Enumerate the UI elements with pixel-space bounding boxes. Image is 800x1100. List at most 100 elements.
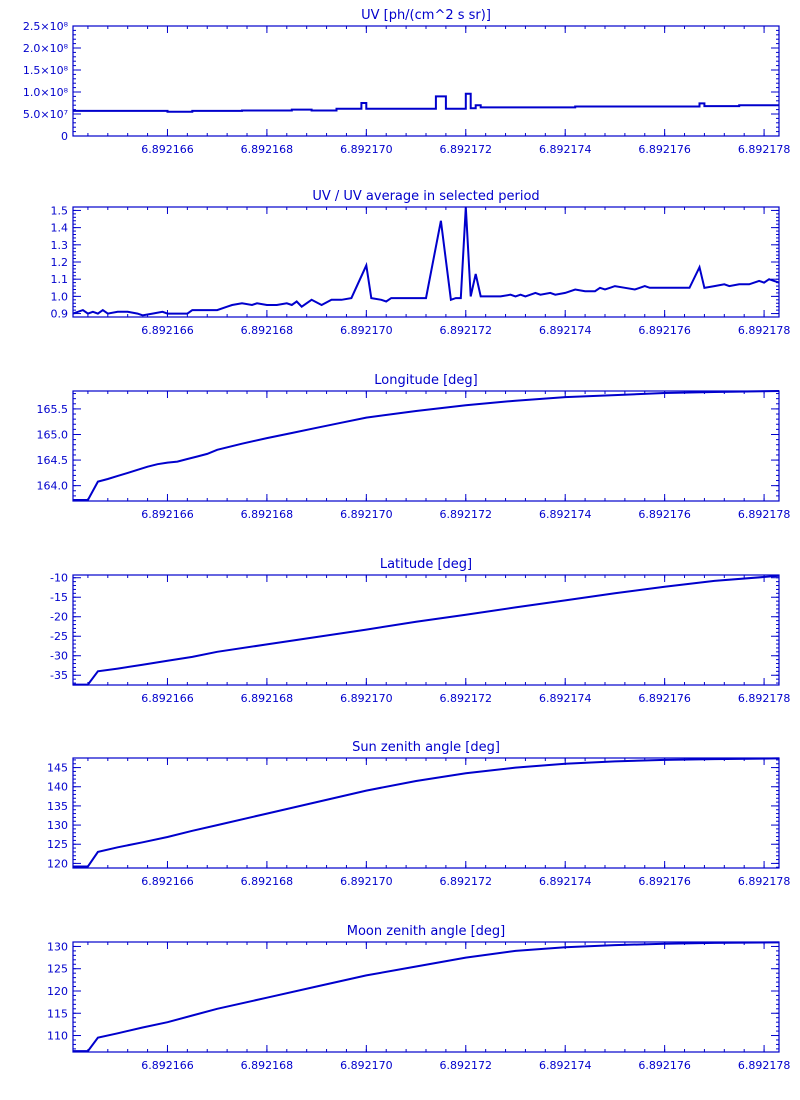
series-line [73,92,779,113]
x-tick-label: 6.892178 [738,875,791,888]
x-tick-label: 6.892168 [241,692,294,705]
y-tick-label: -25 [50,630,68,643]
x-tick-label: 6.892170 [340,875,393,888]
plot-frame [72,390,780,502]
x-tick-label: 6.892166 [141,692,194,705]
x-tick-label: 6.892168 [241,324,294,337]
x-tick-label: 6.892170 [340,1059,393,1072]
x-tick-label: 6.892168 [241,143,294,156]
y-tick-label: 165.0 [37,428,69,441]
panel-title: Latitude [deg] [380,557,472,572]
x-tick-label: 6.892166 [141,1059,194,1072]
y-tick-label: -30 [50,650,68,663]
x-tick-label: 6.892178 [738,143,791,156]
y-tick-label: 125 [47,963,68,976]
x-tick-label: 6.892168 [241,1059,294,1072]
panel-1: UV [ph/(cm^2 s sr)] 6.892166 6.892168 6.892… [23,8,790,156]
panel-2: UV / UV average in selected period 6.8921… [51,189,791,337]
x-tick-label: 6.892174 [539,143,592,156]
x-tick-label: 6.892166 [141,143,194,156]
x-tick-label: 6.892176 [638,1059,691,1072]
y-tick-label: 135 [47,800,68,813]
y-tick-label: 1.5 [51,204,69,217]
series-line [73,574,780,686]
y-tick-label: 1.2 [51,256,69,269]
y-tick-label: 125 [47,838,68,851]
y-tick-label: 115 [47,1007,68,1020]
y-tick-label: 2.0×10⁸ [23,42,69,55]
x-tick-label: 6.892176 [638,875,691,888]
x-tick-label: 6.892178 [738,508,791,521]
x-tick-label: 6.892172 [440,324,493,337]
y-tick-label: 0.9 [51,308,69,321]
x-tick-label: 6.892176 [638,508,691,521]
y-tick-label: 5.0×10⁷ [23,108,68,121]
panel-6: Moon zenith angle [deg] 6.892166 6.892168 6… [47,924,790,1072]
panel-4: Latitude [deg] 6.892166 6.892168 6.892170 6.… [50,557,790,705]
y-tick-label: 110 [47,1030,68,1043]
x-tick-label: 6.892172 [440,143,493,156]
x-tick-label: 6.892172 [440,692,493,705]
y-tick-label: 140 [47,781,68,794]
series-line [73,757,780,868]
panel-title: Sun zenith angle [deg] [352,740,500,755]
plot-frame [72,206,780,318]
y-tick-label: 0 [61,130,68,143]
x-tick-label: 6.892166 [141,324,194,337]
plot-frame [72,574,780,686]
x-tick-label: 6.892178 [738,324,791,337]
x-tick-label: 6.892174 [539,1059,592,1072]
panel-3: Longitude [deg] 6.892166 6.892168 6.892170 6… [37,373,791,521]
y-tick-label: 1.0×10⁸ [23,86,69,99]
x-tick-label: 6.892176 [638,143,691,156]
y-tick-label: 1.5×10⁸ [23,64,69,77]
x-tick-label: 6.892172 [440,508,493,521]
y-tick-label: 164.5 [37,454,69,467]
x-tick-label: 6.892174 [539,692,592,705]
y-tick-label: 120 [47,985,68,998]
y-tick-label: 130 [47,819,68,832]
series-line [73,390,780,501]
y-tick-label: 1.3 [51,239,69,252]
panel-5: Sun zenith angle [deg] 6.892166 6.892168 6.… [47,740,790,888]
x-tick-label: 6.892170 [340,692,393,705]
x-tick-label: 6.892178 [738,1059,791,1072]
x-tick-label: 6.892174 [539,875,592,888]
series-line [73,941,780,1053]
y-tick-label: -10 [50,572,68,585]
y-tick-label: 2.5×10⁸ [23,20,69,33]
x-tick-label: 6.892170 [340,143,393,156]
x-tick-label: 6.892174 [539,324,592,337]
x-tick-label: 6.892170 [340,324,393,337]
panel-title: UV / UV average in selected period [312,189,539,204]
x-tick-label: 6.892166 [141,875,194,888]
plot-frame [72,757,780,869]
y-tick-label: 120 [47,857,68,870]
series-line [72,206,780,317]
x-tick-label: 6.892176 [638,692,691,705]
plot-frame [72,25,780,137]
panel-title: UV [ph/(cm^2 s sr)] [361,8,491,23]
x-tick-label: 6.892172 [440,1059,493,1072]
y-tick-label: -35 [50,669,68,682]
y-tick-label: 165.5 [37,403,69,416]
y-tick-label: 1.1 [51,273,69,286]
x-tick-label: 6.892178 [738,692,791,705]
x-tick-label: 6.892174 [539,508,592,521]
y-tick-label: 145 [47,762,68,775]
x-tick-label: 6.892166 [141,508,194,521]
y-tick-label: -15 [50,591,68,604]
x-tick-label: 6.892170 [340,508,393,521]
plot-frame [72,941,780,1053]
panel-title: Moon zenith angle [deg] [347,924,505,939]
y-tick-label: 164.0 [37,480,69,493]
y-tick-label: 130 [47,940,68,953]
panel-title: Longitude [deg] [374,373,477,388]
y-tick-label: 1.4 [51,222,69,235]
y-tick-label: -20 [50,611,68,624]
x-tick-label: 6.892172 [440,875,493,888]
x-tick-label: 6.892176 [638,324,691,337]
y-tick-label: 1.0 [51,290,69,303]
x-tick-label: 6.892168 [241,875,294,888]
